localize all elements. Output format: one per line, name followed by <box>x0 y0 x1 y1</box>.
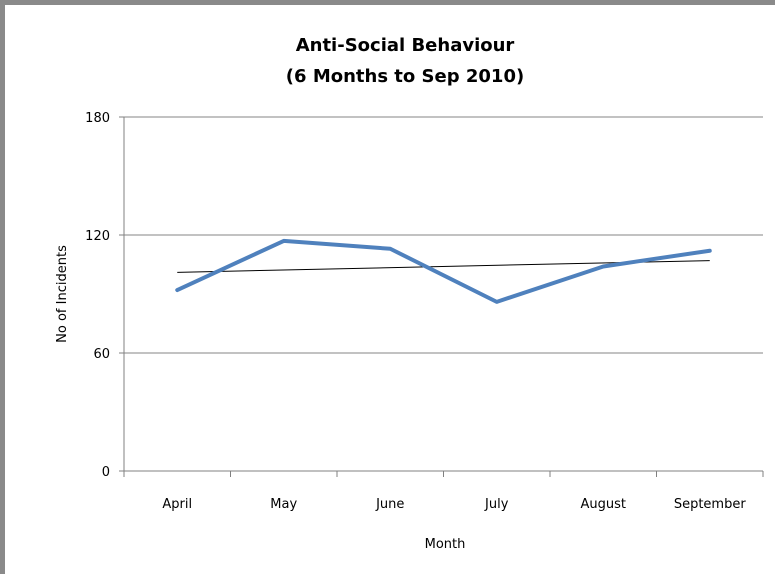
data-point <box>601 264 605 268</box>
y-axis-title: No of Incidents <box>55 245 70 343</box>
data-point <box>708 249 712 253</box>
x-tick-label: July <box>484 497 509 512</box>
data-point <box>175 288 179 292</box>
x-tick-label: June <box>375 497 404 512</box>
data-point <box>282 239 286 243</box>
y-tick-label: 60 <box>93 347 110 362</box>
gridlines <box>124 116 763 472</box>
x-tick-label: September <box>674 497 747 512</box>
tick-labels: 0 60 120 180 April May June July August September <box>85 111 746 512</box>
x-tick-label: April <box>162 497 192 512</box>
x-tick-label: May <box>270 497 297 512</box>
data-point <box>388 247 392 251</box>
chart-subtitle: (6 Months to Sep 2010) <box>286 66 524 87</box>
axes <box>119 116 764 477</box>
y-tick-label: 180 <box>85 111 110 126</box>
x-axis-title: Month <box>425 537 466 552</box>
x-tick-label: August <box>581 497 627 512</box>
y-tick-label: 0 <box>102 465 110 480</box>
y-tick-label: 120 <box>85 229 110 244</box>
series-layer <box>175 238 712 304</box>
series-line <box>175 238 712 304</box>
chart-title: Anti-Social Behaviour <box>296 35 515 56</box>
data-point <box>495 300 499 304</box>
